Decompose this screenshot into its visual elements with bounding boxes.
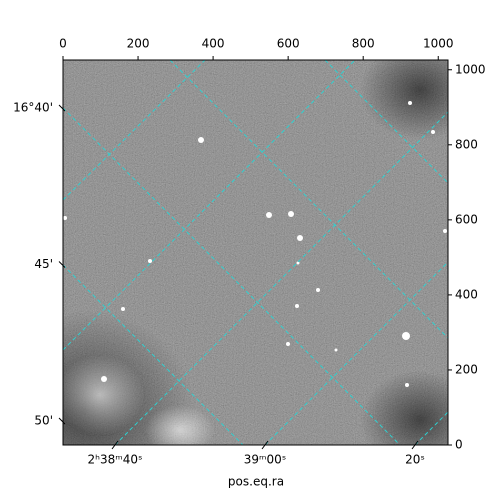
dec-tick-label: 45' bbox=[34, 257, 53, 271]
x-tick-label: 0 bbox=[59, 37, 67, 51]
y-tick-label: 200 bbox=[455, 362, 478, 376]
x-tick-label: 600 bbox=[277, 37, 300, 51]
dec-tick bbox=[58, 417, 66, 425]
ra-tick-label: 2ʰ38ᵐ40ˢ bbox=[88, 453, 143, 467]
x-tick-label: 1000 bbox=[423, 37, 454, 51]
axes-frame bbox=[62, 59, 449, 446]
y-tick-label: 0 bbox=[455, 438, 463, 452]
ra-tick bbox=[411, 440, 419, 450]
y-tick-label: 600 bbox=[455, 212, 478, 226]
ra-tick bbox=[111, 440, 119, 450]
dec-tick-label: 50' bbox=[34, 414, 53, 428]
coordinate-grid bbox=[63, 60, 448, 445]
x-tick-label: 400 bbox=[202, 37, 225, 51]
dec-tick bbox=[58, 104, 66, 112]
x-tick-label: 200 bbox=[127, 37, 150, 51]
dec-tick bbox=[58, 261, 66, 268]
ra-tick-label: 39ᵐ00ˢ bbox=[244, 453, 287, 467]
x-axis-label: pos.eq.ra bbox=[228, 475, 284, 489]
image bbox=[63, 60, 448, 445]
y-tick-label: 400 bbox=[455, 287, 478, 301]
y-tick-label: 1000 bbox=[455, 62, 486, 76]
y-tick-label: 800 bbox=[455, 137, 478, 151]
x-tick-label: 800 bbox=[352, 37, 375, 51]
dec-tick-label: 16°40' bbox=[13, 101, 53, 115]
ra-tick-label: 20ˢ bbox=[405, 453, 425, 467]
ra-tick bbox=[261, 440, 269, 450]
